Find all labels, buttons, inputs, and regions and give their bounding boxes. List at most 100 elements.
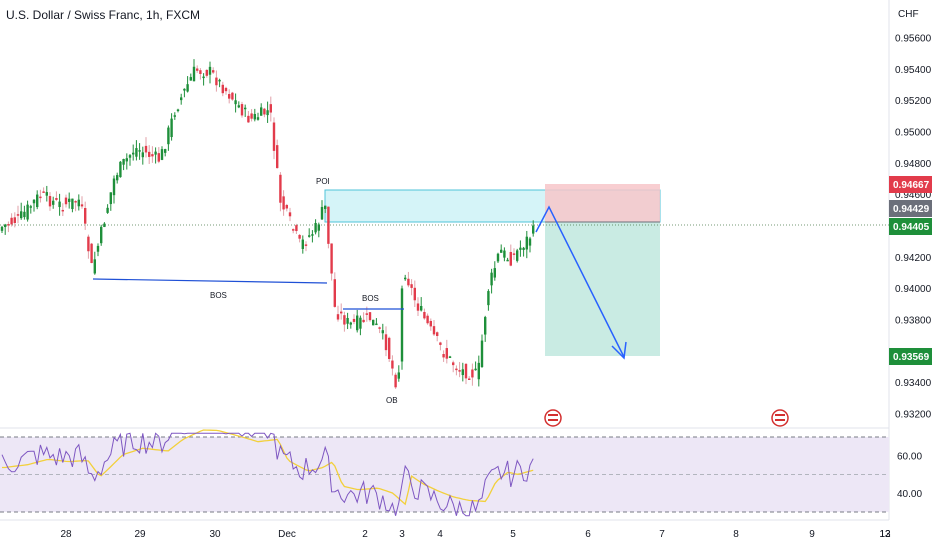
- candle-body: [413, 287, 416, 301]
- candle-body: [327, 206, 330, 244]
- time-tick-label: 12: [879, 529, 891, 540]
- candle-body: [23, 211, 26, 218]
- candle-body: [317, 224, 320, 231]
- candle-body: [7, 224, 10, 226]
- candle-body: [240, 104, 244, 116]
- candle-body: [180, 97, 183, 101]
- candle-body: [103, 223, 106, 228]
- candle-body: [244, 107, 247, 110]
- take-profit-zone: [545, 222, 660, 356]
- candle-body: [13, 217, 16, 224]
- projection-arrowhead: [611, 341, 627, 360]
- candle-body: [231, 92, 234, 100]
- candle-body: [528, 238, 532, 246]
- rsi-line: [1, 432, 534, 517]
- candle-body: [452, 362, 455, 366]
- candle-body: [80, 204, 84, 207]
- candle-body: [106, 207, 109, 213]
- candle-body: [522, 247, 525, 250]
- candle-body: [247, 115, 250, 123]
- candle-body: [0, 226, 4, 231]
- candle-body: [416, 303, 420, 311]
- candle-body: [189, 77, 192, 81]
- rsi-tick-label: 40.00: [897, 489, 922, 500]
- time-tick-label: 4: [437, 529, 443, 540]
- candle-body: [218, 79, 221, 82]
- stop-loss-zone: [545, 184, 660, 222]
- candle-body: [487, 291, 490, 306]
- candle-body: [458, 370, 461, 372]
- candle-body: [205, 69, 208, 76]
- candle-body: [301, 239, 304, 249]
- price-tick-label: 0.94800: [895, 159, 932, 170]
- rsi-tick-label: 60.00: [897, 451, 922, 462]
- candle-body: [250, 113, 253, 119]
- candle-body: [138, 150, 141, 152]
- flag-us-icon: [544, 409, 562, 427]
- candle-body: [167, 127, 170, 145]
- candle-body: [320, 206, 324, 220]
- flag-us-icon-stripe: [775, 414, 785, 416]
- candle-body: [295, 225, 298, 232]
- flag-us-icon-stripe: [775, 419, 785, 421]
- candle-body: [400, 288, 404, 362]
- candle-body: [304, 244, 308, 246]
- candle-body: [170, 118, 173, 138]
- candle-body: [87, 236, 90, 252]
- candle-body: [439, 342, 442, 345]
- price-tick-label: 0.93400: [895, 378, 932, 389]
- candle-body: [36, 194, 39, 208]
- bos-label-1: BOS: [210, 291, 227, 300]
- candle-body: [285, 204, 288, 209]
- candle-body: [519, 247, 522, 250]
- candle-body: [333, 279, 336, 307]
- candle-body: [461, 369, 464, 376]
- candle-body: [276, 145, 279, 169]
- candle-body: [391, 360, 394, 369]
- candle-body: [32, 199, 36, 204]
- candle-body: [176, 109, 180, 112]
- ob-label: OB: [386, 396, 398, 405]
- candle-body: [272, 122, 276, 151]
- candle-body: [148, 151, 151, 157]
- candle-body: [96, 245, 100, 252]
- time-tick-label: 8: [733, 529, 739, 540]
- candle-body: [410, 284, 413, 288]
- candle-body: [183, 88, 186, 91]
- price-tick-label: 0.93800: [895, 316, 932, 327]
- candle-body: [10, 217, 13, 225]
- candle-body: [16, 214, 20, 216]
- candle-body: [164, 149, 167, 153]
- price-badge-target: [889, 348, 932, 365]
- rsi-ma-line: [2, 429, 534, 506]
- price-tick-label: 0.93200: [895, 410, 932, 421]
- projection-arrow: [535, 205, 625, 358]
- candle-body: [471, 369, 474, 378]
- candle-body: [368, 312, 372, 321]
- candle-body: [282, 196, 285, 210]
- price-badge-current: [889, 200, 932, 217]
- candle-body: [298, 234, 301, 239]
- candle-body: [119, 161, 122, 178]
- candle-body: [359, 317, 362, 329]
- candle-body: [116, 175, 119, 181]
- candle-body: [29, 206, 32, 208]
- candle-body: [484, 317, 487, 335]
- flag-us-icon-stripe: [548, 414, 558, 416]
- candle-body: [20, 211, 23, 219]
- candle-body: [109, 192, 112, 205]
- candle-body: [436, 332, 439, 336]
- candle-body: [420, 306, 423, 311]
- candle-body: [407, 278, 410, 286]
- chart-title: U.S. Dollar / Swiss Franc, 1h, FXCM: [6, 8, 201, 22]
- time-tick-label: Dec: [278, 529, 296, 540]
- price-badge-label-target: 0.93569: [893, 352, 930, 363]
- candle-body: [372, 319, 375, 326]
- candle-body: [336, 314, 340, 320]
- price-badge-label-current: 0.94429: [893, 204, 930, 215]
- candle-body: [468, 378, 471, 380]
- candle-body: [375, 323, 378, 326]
- flag-us-icon: [771, 409, 789, 427]
